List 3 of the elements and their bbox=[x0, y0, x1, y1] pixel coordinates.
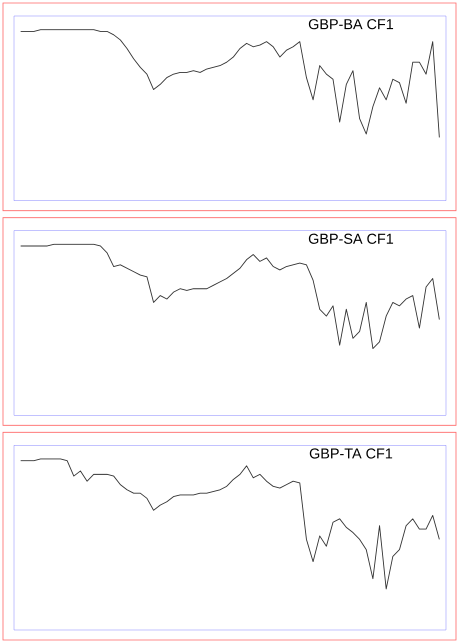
chart-title: GBP-TA CF1 bbox=[310, 448, 392, 459]
chart-title: GBP-SA CF1 bbox=[308, 234, 394, 244]
chart-title: GBP-BA CF1 bbox=[308, 19, 394, 30]
